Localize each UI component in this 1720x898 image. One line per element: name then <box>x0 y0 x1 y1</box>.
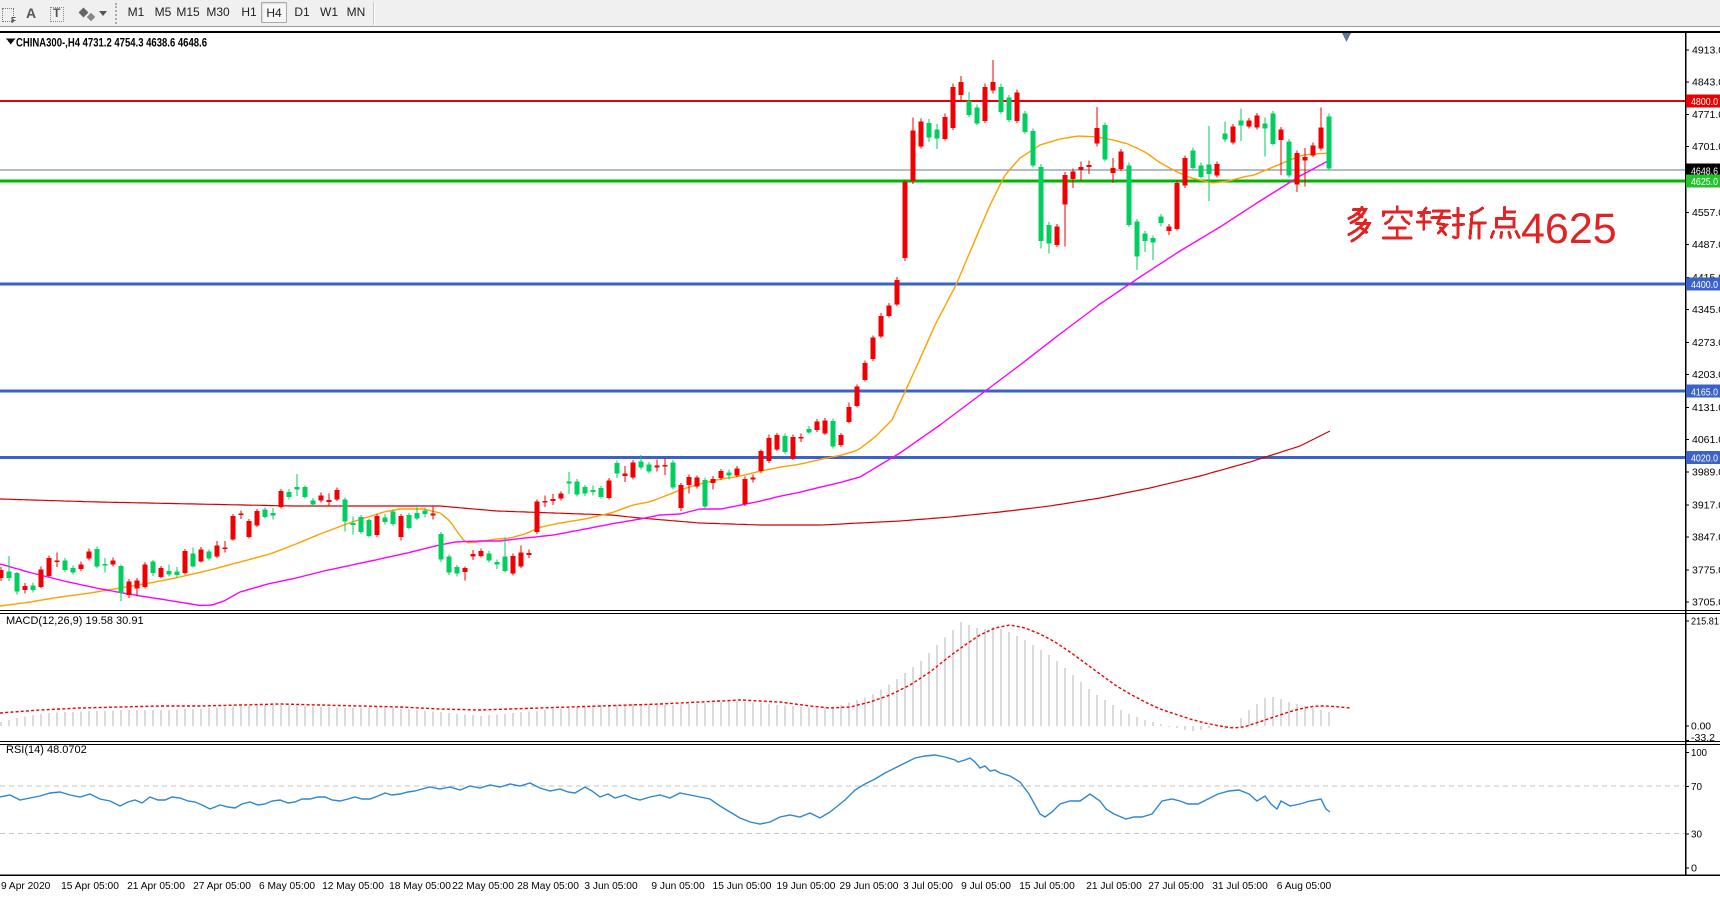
svg-text:4625.0: 4625.0 <box>1691 176 1718 188</box>
svg-text:4625: 4625 <box>1521 205 1617 253</box>
svg-text:4203.0: 4203.0 <box>1692 369 1720 381</box>
svg-text:4131.0: 4131.0 <box>1692 402 1720 414</box>
svg-text:4061.0: 4061.0 <box>1692 434 1720 446</box>
svg-text:MACD(12,26,9) 19.58 30.91: MACD(12,26,9) 19.58 30.91 <box>6 615 144 627</box>
svg-text:100: 100 <box>1691 747 1707 759</box>
svg-text:4701.0: 4701.0 <box>1692 141 1720 153</box>
svg-text:4800.0: 4800.0 <box>1691 96 1718 108</box>
svg-text:27 Apr 05:00: 27 Apr 05:00 <box>193 881 251 892</box>
svg-text:4487.0: 4487.0 <box>1692 239 1720 251</box>
svg-text:27 Jul 05:00: 27 Jul 05:00 <box>1148 881 1204 892</box>
svg-text:4557.0: 4557.0 <box>1692 207 1720 219</box>
svg-text:3847.0: 3847.0 <box>1692 532 1720 544</box>
svg-text:70: 70 <box>1691 781 1702 793</box>
svg-text:6 May 05:00: 6 May 05:00 <box>259 881 315 892</box>
svg-text:3 Jul 05:00: 3 Jul 05:00 <box>903 881 953 892</box>
svg-text:4273.0: 4273.0 <box>1692 337 1720 349</box>
svg-text:22 May 05:00: 22 May 05:00 <box>452 881 514 892</box>
svg-text:9 Jun 05:00: 9 Jun 05:00 <box>651 881 705 892</box>
svg-text:4400.0: 4400.0 <box>1691 279 1718 291</box>
svg-text:4648.6: 4648.6 <box>1691 165 1718 177</box>
svg-text:CHINA300-,H4 4731.2 4754.3 46: CHINA300-,H4 4731.2 4754.3 4638.6 4648.6 <box>16 38 207 50</box>
svg-text:3705.0: 3705.0 <box>1692 597 1720 609</box>
svg-text:3 Jun 05:00: 3 Jun 05:00 <box>584 881 638 892</box>
svg-text:30: 30 <box>1691 829 1702 841</box>
svg-text:21 Jul 05:00: 21 Jul 05:00 <box>1086 881 1142 892</box>
svg-text:15 Jul 05:00: 15 Jul 05:00 <box>1019 881 1075 892</box>
svg-text:12 May 05:00: 12 May 05:00 <box>322 881 384 892</box>
svg-text:4345.0: 4345.0 <box>1692 304 1720 316</box>
svg-text:4913.0: 4913.0 <box>1692 44 1720 56</box>
svg-text:4020.0: 4020.0 <box>1691 453 1718 465</box>
svg-text:6 Aug 05:00: 6 Aug 05:00 <box>1277 881 1332 892</box>
svg-text:RSI(14) 48.0702: RSI(14) 48.0702 <box>6 744 87 756</box>
svg-text:21 Apr 05:00: 21 Apr 05:00 <box>127 881 185 892</box>
svg-text:15 Jun 05:00: 15 Jun 05:00 <box>713 881 772 892</box>
svg-text:0.00: 0.00 <box>1691 720 1711 732</box>
svg-text:29 Jun 05:00: 29 Jun 05:00 <box>840 881 899 892</box>
svg-text:3775.0: 3775.0 <box>1692 565 1720 577</box>
svg-text:215.81: 215.81 <box>1691 615 1719 627</box>
svg-text:-33.2: -33.2 <box>1691 732 1715 744</box>
svg-text:4843.0: 4843.0 <box>1692 76 1720 88</box>
svg-text:3917.0: 3917.0 <box>1692 500 1720 512</box>
svg-text:28 May 05:00: 28 May 05:00 <box>517 881 579 892</box>
svg-text:9 Jul 05:00: 9 Jul 05:00 <box>961 881 1011 892</box>
svg-text:4771.0: 4771.0 <box>1692 109 1720 121</box>
svg-text:31 Jul 05:00: 31 Jul 05:00 <box>1212 881 1268 892</box>
svg-text:18 May 05:00: 18 May 05:00 <box>389 881 451 892</box>
svg-text:0: 0 <box>1691 863 1697 875</box>
svg-text:15 Apr 05:00: 15 Apr 05:00 <box>61 881 119 892</box>
svg-text:3989.0: 3989.0 <box>1692 467 1720 479</box>
svg-text:19 Jun 05:00: 19 Jun 05:00 <box>777 881 836 892</box>
svg-text:4165.0: 4165.0 <box>1691 386 1718 398</box>
svg-text:9 Apr 2020: 9 Apr 2020 <box>1 881 51 892</box>
